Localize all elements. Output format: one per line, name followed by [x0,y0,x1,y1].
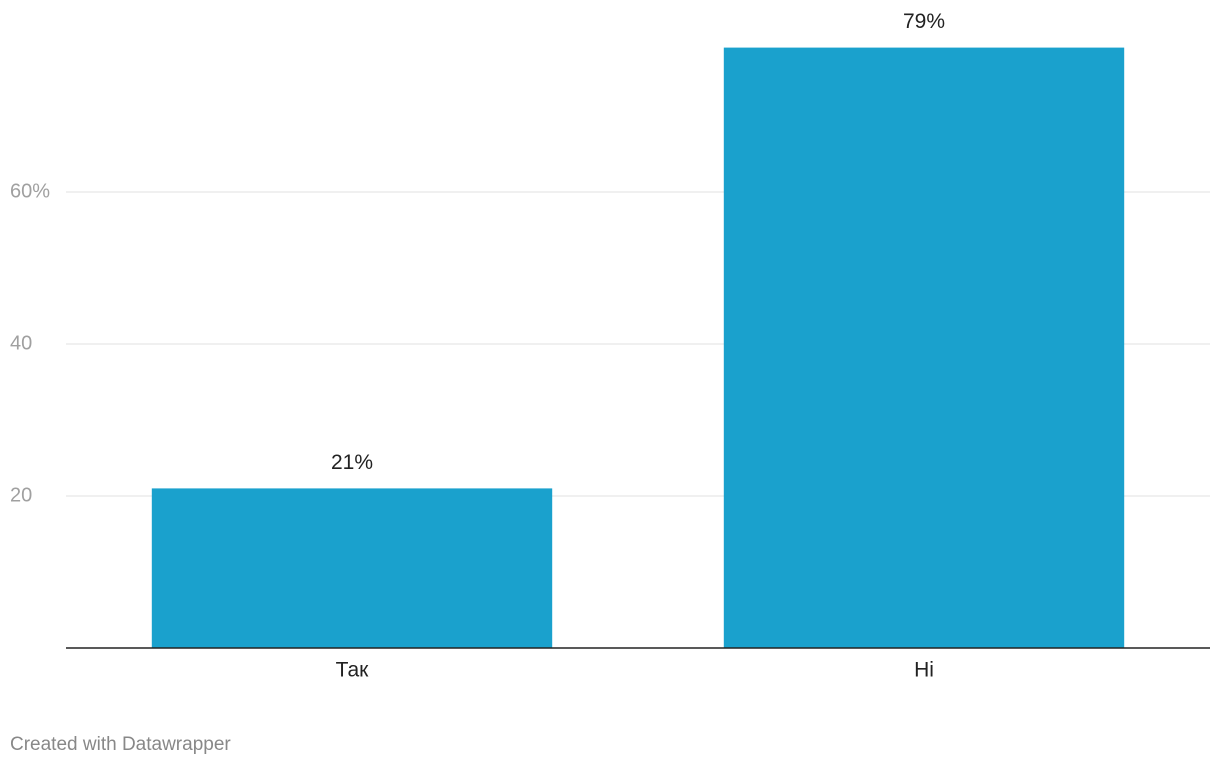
value-label: 21% [331,451,373,474]
y-tick-label: 20 [10,484,32,506]
bar [151,488,553,648]
x-tick-label: Ні [914,659,934,682]
value-label: 79% [903,10,945,33]
y-tick-label: 40 [10,332,32,354]
bar [723,47,1125,649]
y-tick-label: 60% [10,180,50,202]
x-tick-label: Так [336,659,370,682]
credit: Created with Datawrapper [10,734,231,755]
